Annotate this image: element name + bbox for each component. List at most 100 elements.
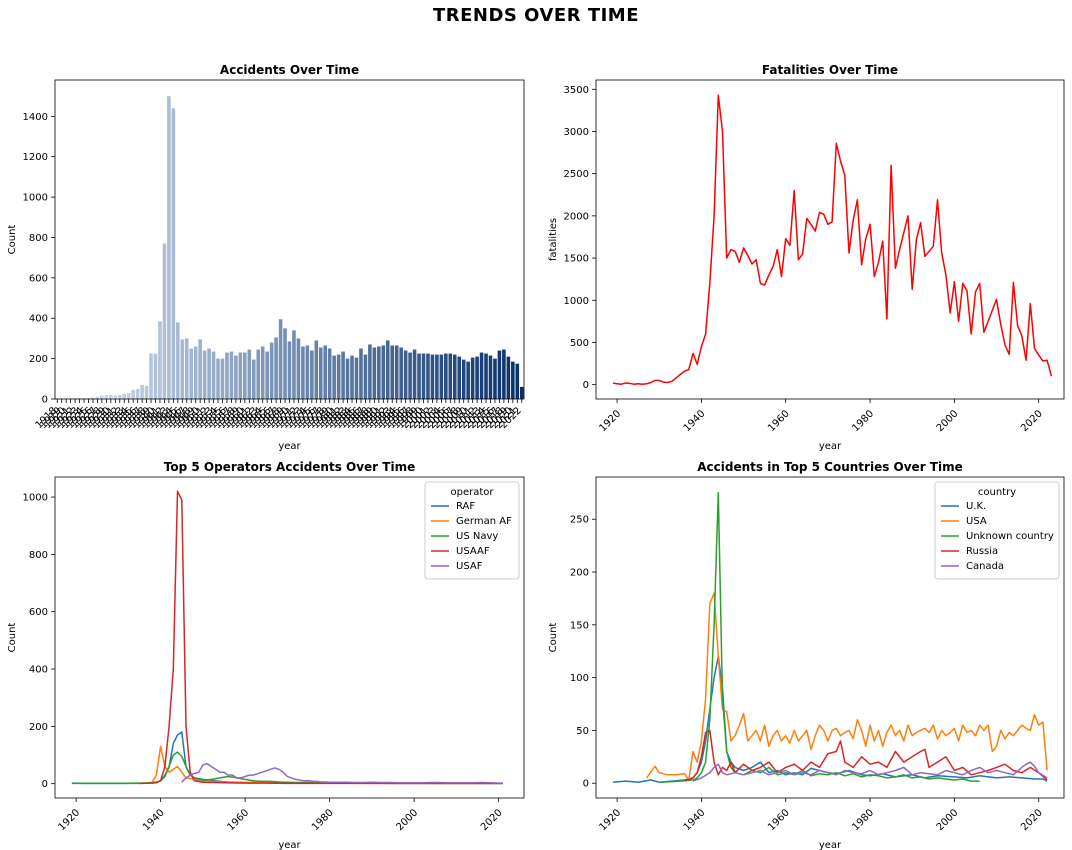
chart-title: Fatalities Over Time bbox=[762, 63, 898, 77]
y-tick-label: 50 bbox=[576, 726, 589, 737]
bar bbox=[417, 353, 421, 399]
bar bbox=[256, 349, 261, 399]
bar bbox=[82, 397, 86, 399]
bar bbox=[301, 346, 305, 399]
bar bbox=[109, 394, 113, 399]
y-tick-label: 600 bbox=[29, 273, 48, 284]
legend-box bbox=[934, 481, 1060, 580]
bar bbox=[341, 351, 345, 399]
x-axis-label: year bbox=[819, 441, 842, 452]
bar bbox=[314, 340, 319, 399]
bar bbox=[354, 357, 359, 399]
series-line-usaf bbox=[181, 762, 503, 784]
bar bbox=[466, 361, 470, 399]
bar bbox=[95, 396, 100, 399]
y-tick-label: 500 bbox=[570, 338, 589, 349]
y-tick-label: 1400 bbox=[23, 112, 48, 123]
bar bbox=[171, 108, 176, 400]
x-tick-label: 2020 bbox=[479, 807, 505, 833]
series-line-russia bbox=[684, 729, 1048, 782]
bar bbox=[372, 347, 377, 399]
bar bbox=[475, 356, 479, 399]
x-tick-label: 1980 bbox=[850, 408, 876, 434]
bar bbox=[385, 340, 390, 399]
x-tick-label: 2000 bbox=[935, 807, 961, 833]
bar bbox=[144, 385, 149, 399]
y-tick-label: 800 bbox=[29, 550, 48, 561]
x-tick-label: 1940 bbox=[682, 807, 708, 833]
y-tick-label: 0 bbox=[42, 779, 48, 790]
y-tick-label: 400 bbox=[29, 665, 48, 676]
legend-label: Russia bbox=[966, 546, 998, 557]
y-axis-label: fatalities bbox=[548, 218, 559, 261]
axes-frame bbox=[54, 79, 525, 400]
bar bbox=[457, 356, 462, 399]
bar bbox=[323, 345, 328, 399]
bar bbox=[180, 339, 185, 399]
y-axis-label: Count bbox=[548, 623, 559, 653]
bar bbox=[403, 350, 408, 399]
y-tick-label: 1000 bbox=[23, 193, 48, 204]
bar bbox=[216, 358, 220, 399]
bar bbox=[310, 350, 314, 399]
bar bbox=[394, 345, 399, 399]
bar bbox=[278, 319, 283, 399]
bar bbox=[184, 338, 189, 399]
series-line-us-navy bbox=[71, 751, 503, 785]
bar bbox=[368, 344, 372, 399]
x-tick-label: 1960 bbox=[766, 408, 792, 434]
bar bbox=[91, 397, 95, 399]
x-tick-label: 1960 bbox=[766, 807, 792, 833]
bar bbox=[153, 353, 158, 399]
bar bbox=[296, 338, 301, 399]
y-tick-label: 0 bbox=[583, 380, 589, 391]
bar bbox=[198, 339, 202, 399]
y-tick-label: 200 bbox=[29, 354, 48, 365]
bar bbox=[519, 386, 524, 399]
bar bbox=[238, 352, 243, 399]
bar bbox=[461, 359, 466, 399]
chart-title: Accidents Over Time bbox=[220, 63, 359, 77]
bar bbox=[327, 348, 332, 399]
bar bbox=[332, 355, 336, 399]
bar bbox=[502, 349, 506, 399]
bar bbox=[126, 392, 131, 399]
y-axis-label: Count bbox=[7, 225, 18, 255]
chart-p4: Accidents in Top 5 Countries Over Time 0 5… bbox=[548, 460, 1065, 850]
bar bbox=[202, 350, 207, 399]
y-tick-label: 150 bbox=[570, 620, 589, 631]
series-line-unknown-country bbox=[659, 492, 980, 783]
y-tick-label: 200 bbox=[29, 722, 48, 733]
series-line bbox=[612, 94, 1053, 385]
bar bbox=[479, 352, 484, 399]
bar bbox=[247, 349, 252, 399]
y-tick-label: 200 bbox=[570, 568, 589, 579]
legend-label: RAF bbox=[456, 501, 475, 512]
bar bbox=[117, 394, 122, 399]
x-tick-label: 1960 bbox=[225, 807, 251, 833]
bar bbox=[274, 337, 278, 399]
x-tick-label: 1940 bbox=[682, 408, 708, 434]
axes-frame bbox=[595, 79, 1065, 400]
legend-label: U.K. bbox=[966, 501, 986, 512]
y-tick-label: 0 bbox=[42, 395, 48, 406]
legend-title: operator bbox=[450, 487, 494, 498]
y-tick-label: 3500 bbox=[564, 85, 589, 96]
bar bbox=[265, 351, 269, 399]
bar bbox=[359, 348, 363, 399]
bar bbox=[207, 348, 211, 399]
x-tick-label: 1920 bbox=[56, 807, 82, 833]
bar bbox=[243, 352, 247, 399]
bar bbox=[104, 394, 109, 399]
y-tick-label: 3000 bbox=[564, 127, 589, 138]
y-tick-label: 2500 bbox=[564, 169, 589, 180]
y-tick-label: 1000 bbox=[564, 296, 589, 307]
chart-title: Accidents in Top 5 Countries Over Time bbox=[697, 460, 962, 474]
bar bbox=[435, 354, 439, 399]
bar bbox=[439, 354, 444, 399]
bar bbox=[318, 347, 323, 399]
bar bbox=[162, 243, 167, 399]
bar bbox=[122, 393, 127, 399]
bar bbox=[506, 356, 511, 399]
x-tick-label: 1920 bbox=[597, 807, 623, 833]
